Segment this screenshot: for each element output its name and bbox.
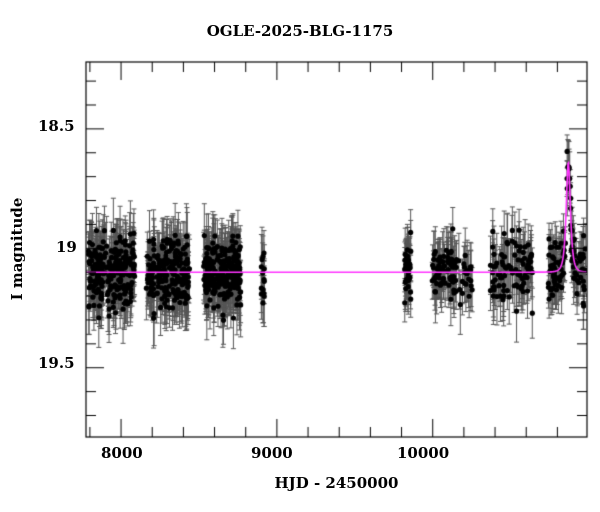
x-axis-label: HJD - 2450000 <box>274 474 399 492</box>
chart-title: OGLE-2025-BLG-1175 <box>206 22 394 40</box>
y-axis-label: I magnitude <box>8 197 26 301</box>
y-tick-label: 18.5 <box>38 117 75 135</box>
x-tick-label: 9000 <box>251 444 293 462</box>
y-tick-label: 19.5 <box>38 354 75 372</box>
y-tick-label: 19 <box>56 238 77 256</box>
x-tick-label: 10000 <box>397 444 450 462</box>
x-tick-label: 8000 <box>101 444 143 462</box>
